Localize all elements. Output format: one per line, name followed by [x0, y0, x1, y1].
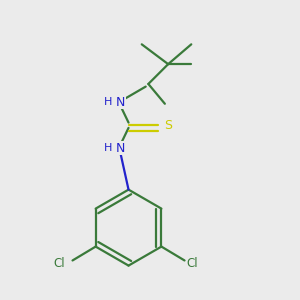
Text: H: H	[104, 143, 112, 153]
Text: Cl: Cl	[53, 256, 65, 270]
Text: N: N	[116, 96, 125, 109]
Text: Cl: Cl	[186, 256, 198, 270]
Text: N: N	[116, 142, 125, 155]
Text: S: S	[164, 119, 172, 132]
Text: H: H	[104, 97, 112, 107]
